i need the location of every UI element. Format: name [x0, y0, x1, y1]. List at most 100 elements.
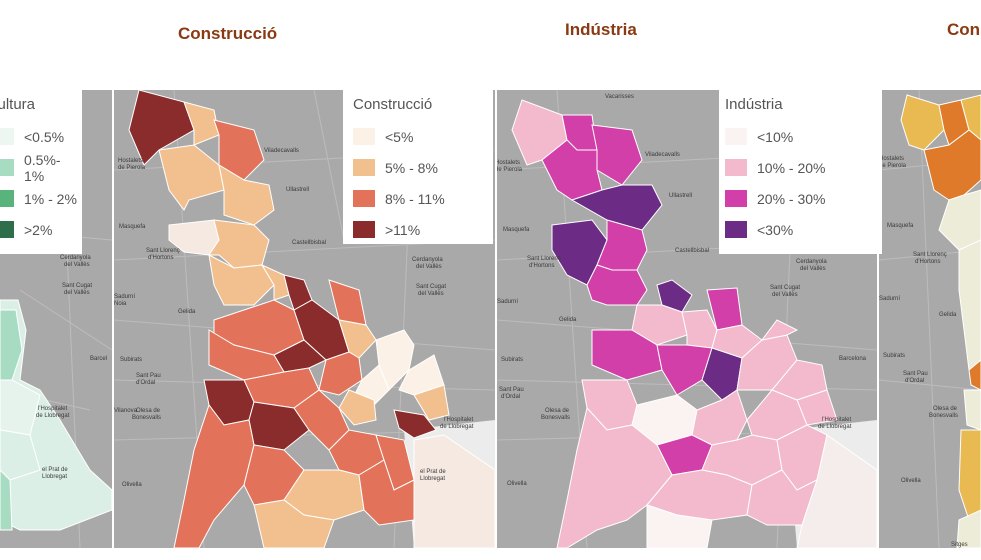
map-partial-right-svg: Hostalets de Pierola Masquefa Sant Llore…	[879, 90, 981, 548]
legend-swatch	[725, 159, 747, 176]
label-de-llobregat: de Llobregat	[818, 424, 852, 430]
label-sadurni: Sadurní	[497, 299, 518, 305]
label-masquefa: Masquefa	[503, 227, 530, 233]
label-del-valles: del Vallès	[64, 262, 90, 268]
label-sadurni: Sadurní	[114, 294, 135, 300]
label-olivella: Olivella	[507, 481, 527, 487]
label-de-pierola: de Pierola	[879, 163, 907, 169]
legend-agricultura: cultura <0.5% 0.5%- 1% 1% - 2% >2%	[0, 90, 82, 254]
legend-item: 20% - 30%	[725, 183, 882, 214]
label-gelida: Gelida	[178, 309, 196, 315]
label-dhortons: d'Hortons	[915, 259, 941, 265]
legend-industria-title: Indústria	[725, 96, 783, 113]
label-viladecavalls: Viladecavalls	[645, 152, 680, 158]
label-vacarisses: Vacarisses	[605, 94, 634, 100]
label-vilanova: Vilanova	[114, 408, 138, 414]
legend-label: 8% - 11%	[385, 190, 445, 207]
legend-swatch	[725, 221, 747, 238]
legend-label: >11%	[385, 221, 421, 238]
legend-agricultura-title: cultura	[0, 96, 36, 113]
title-industria: Indústria	[565, 20, 637, 39]
label-sant-cugat: Sant Cugat	[416, 284, 446, 290]
legend-label: <5%	[385, 128, 414, 145]
map-partial-right: Hostalets de Pierola Masquefa Sant Llore…	[879, 90, 981, 548]
label-castellbisbal: Castellbisbal	[292, 240, 326, 246]
label-gelida: Gelida	[939, 312, 957, 318]
label-olesa-de: Olesa de	[545, 408, 570, 414]
label-bonesvalls: Bonesvalls	[132, 415, 161, 421]
legend-item: <0.5%	[0, 121, 82, 152]
label-lhospitalet: l'Hospitalet	[822, 417, 851, 423]
label-del-valles-2: del Vallès	[772, 292, 798, 298]
legend-swatch	[353, 190, 375, 207]
legend-item: <5%	[353, 121, 493, 152]
legend-label: 5% - 8%	[385, 159, 438, 176]
legend-swatch	[0, 128, 14, 145]
label-sant-llorenc: Sant Llorenç	[913, 252, 947, 258]
label-olivella: Olivella	[901, 478, 921, 484]
label-viladecavalls: Viladecavalls	[264, 148, 299, 154]
label-de-pierola: de Pierola	[118, 165, 146, 171]
legend-swatch	[353, 128, 375, 145]
label-sadurni: Sadurní	[879, 296, 900, 302]
label-olivella: Olivella	[122, 482, 142, 488]
legend-swatch	[0, 190, 14, 207]
label-olesa-de: Olesa de	[136, 408, 161, 414]
label-de-llobregat: de Llobregat	[440, 424, 474, 430]
title-construccio: Construcció	[178, 24, 278, 43]
label-hostalets: Hostalets	[879, 156, 904, 162]
label-olesa-de: Olesa de	[933, 406, 958, 412]
label-sant-pau: Sant Pau	[136, 373, 161, 379]
label-del-valles: del Vallès	[800, 266, 826, 272]
legend-construccio-title: Construcció	[353, 96, 433, 113]
label-noia: Noia	[114, 301, 127, 307]
label-sant-cugat: Sant Cugat	[62, 283, 92, 289]
legend-item: <10%	[725, 121, 882, 152]
label-barcelona: Barcelona	[839, 356, 867, 362]
legend-item: 1% - 2%	[0, 183, 82, 214]
label-del-valles: del Vallès	[416, 264, 442, 270]
label-subirats: Subirats	[501, 357, 523, 363]
legend-item: >11%	[353, 214, 493, 245]
label-de-pierola: de Pierola	[497, 167, 523, 173]
label-barcelona-partial: Barcel	[90, 356, 107, 362]
legend-item: 10% - 20%	[725, 152, 882, 183]
label-del-valles-2: del Vallès	[64, 290, 90, 296]
label-el-prat: el Prat de	[420, 469, 446, 475]
legend-label: 20% - 30%	[757, 190, 826, 207]
label-gelida: Gelida	[559, 317, 577, 323]
legend-swatch	[0, 159, 14, 176]
label-dordal: d'Ordal	[905, 378, 924, 384]
label-bonesvalls: Bonesvalls	[929, 413, 958, 419]
legend-construccio: Construcció <5% 5% - 8% 8% - 11% >11%	[343, 90, 493, 244]
label-lhospitalet: l'Hospitalet	[38, 406, 67, 412]
legend-label: <0.5%	[24, 128, 65, 145]
legend-label: 1% - 2%	[24, 190, 77, 207]
legend-swatch	[353, 159, 375, 176]
legend-swatch	[353, 221, 375, 238]
label-cerdanyola: Cerdanyola	[796, 259, 827, 265]
label-hostalets: Hostalets	[497, 160, 520, 166]
legend-swatch	[725, 128, 747, 145]
label-sant-pau: Sant Pau	[903, 371, 928, 377]
legend-label: >2%	[24, 221, 53, 238]
legend-item: 0.5%- 1%	[0, 152, 82, 184]
legend-item: <30%	[725, 214, 882, 245]
legend-swatch	[725, 190, 747, 207]
legend-item: 5% - 8%	[353, 152, 493, 183]
label-llobregat: Llobregat	[42, 474, 67, 480]
label-subirats: Subirats	[883, 353, 905, 359]
label-cerdanyola: Cerdanyola	[412, 257, 443, 263]
label-masquefa: Masquefa	[887, 223, 914, 229]
legend-label: <30%	[757, 221, 794, 238]
label-sant-llorenc: Sant Llorenç	[146, 248, 180, 254]
label-ullastrell: Ullastrell	[669, 193, 692, 199]
label-sant-llorenc: Sant Llorenç	[527, 256, 561, 262]
label-dordal: d'Ordal	[136, 380, 155, 386]
legend-label: <10%	[757, 128, 794, 145]
label-ullastrell: Ullastrell	[286, 187, 309, 193]
legend-industria: Indústria <10% 10% - 20% 20% - 30% <30%	[719, 90, 882, 254]
label-del-valles-2: del Vallès	[418, 291, 444, 297]
label-llobregat: Llobregat	[420, 476, 445, 482]
legend-item: >2%	[0, 214, 82, 245]
